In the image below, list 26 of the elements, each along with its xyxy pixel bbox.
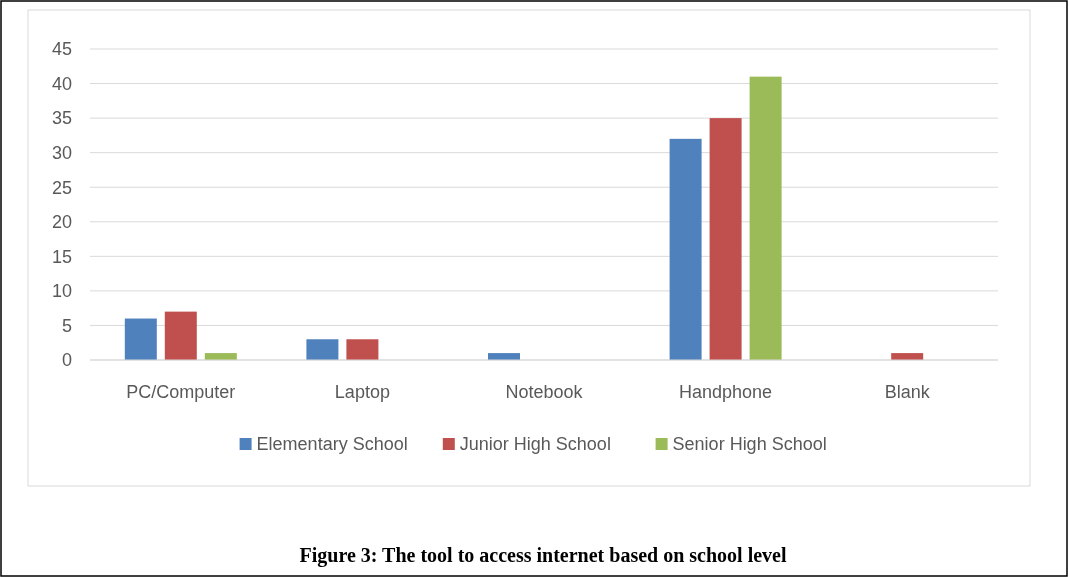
bar xyxy=(749,76,782,360)
bar xyxy=(124,318,157,360)
y-tick-label: 40 xyxy=(51,73,72,94)
y-tick-label: 20 xyxy=(51,212,72,233)
x-tick-label: Laptop xyxy=(334,382,390,402)
y-tick-label: 10 xyxy=(51,281,72,302)
y-tick-label: 30 xyxy=(51,142,72,163)
x-tick-label: Notebook xyxy=(505,382,584,402)
bar xyxy=(164,311,197,360)
legend-label: Senior High School xyxy=(672,434,827,455)
bar xyxy=(346,339,379,360)
legend-label: Elementary School xyxy=(256,434,408,455)
caption: Figure 3: The tool to access internet based on school level xyxy=(299,544,787,567)
x-tick-label: PC/Computer xyxy=(126,382,236,402)
y-tick-label: 5 xyxy=(61,315,72,336)
y-tick-label: 45 xyxy=(51,39,72,60)
y-tick-label: 0 xyxy=(61,350,72,371)
y-tick-label: 15 xyxy=(51,246,72,267)
y-tick-label: 25 xyxy=(51,177,72,198)
x-tick-label: Handphone xyxy=(679,382,773,402)
legend-label: Junior High School xyxy=(459,434,611,455)
bar xyxy=(306,339,339,360)
bar xyxy=(669,138,702,360)
bar xyxy=(709,118,742,360)
y-tick-label: 35 xyxy=(51,108,72,129)
x-tick-label: Blank xyxy=(884,382,931,402)
